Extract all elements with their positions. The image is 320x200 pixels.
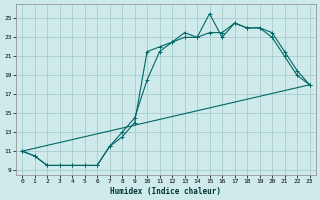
X-axis label: Humidex (Indice chaleur): Humidex (Indice chaleur) bbox=[110, 187, 221, 196]
